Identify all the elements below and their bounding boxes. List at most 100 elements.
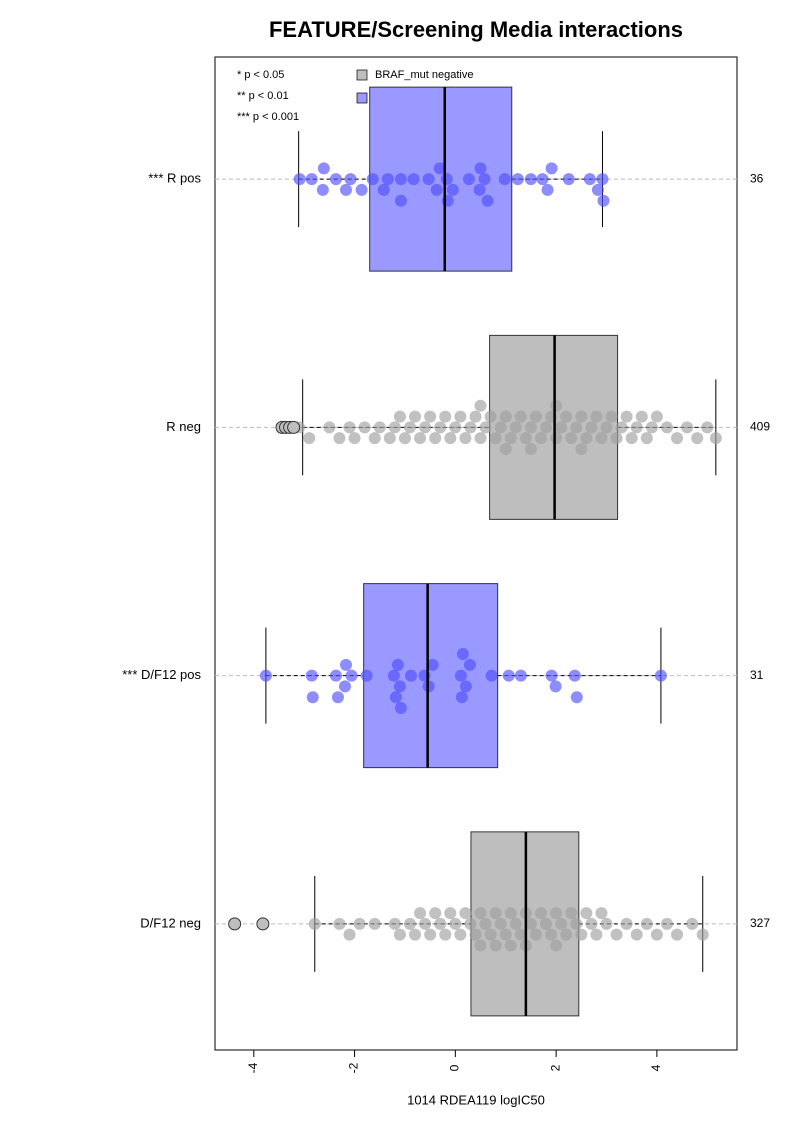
data-point: [540, 421, 553, 434]
data-point: [429, 432, 442, 445]
data-point: [358, 421, 371, 434]
data-point: [580, 907, 593, 920]
data-point: [660, 917, 673, 930]
data-point: [463, 658, 476, 671]
data-point: [550, 907, 563, 920]
data-point: [394, 194, 407, 207]
data-point: [545, 162, 558, 175]
data-point: [575, 928, 588, 941]
data-point: [660, 421, 673, 434]
data-point: [534, 907, 547, 920]
data-point: [344, 173, 357, 186]
data-point: [454, 928, 467, 941]
data-point: [605, 410, 618, 423]
data-point: [504, 939, 517, 952]
data-point: [444, 432, 457, 445]
data-point: [610, 432, 623, 445]
data-point: [686, 917, 699, 930]
data-point: [681, 421, 694, 434]
data-point: [459, 432, 472, 445]
data-point: [394, 702, 407, 715]
data-point: [545, 928, 558, 941]
data-point: [541, 183, 554, 196]
data-point: [456, 648, 469, 661]
data-point: [671, 432, 684, 445]
data-point: [590, 410, 603, 423]
data-point: [316, 183, 329, 196]
data-point: [403, 421, 416, 434]
data-point: [343, 421, 356, 434]
outlier: [228, 917, 242, 931]
data-point: [610, 928, 623, 941]
group-label: *** R pos: [148, 171, 201, 186]
data-point: [701, 421, 714, 434]
data-point: [484, 928, 497, 941]
data-point: [691, 432, 704, 445]
data-point: [479, 421, 492, 434]
data-point: [514, 669, 527, 682]
data-point: [519, 432, 532, 445]
data-point: [444, 907, 457, 920]
data-point: [368, 917, 381, 930]
data-point: [308, 917, 321, 930]
data-point: [565, 432, 578, 445]
data-point: [433, 162, 446, 175]
group-label: R neg: [166, 419, 201, 434]
data-point: [439, 928, 452, 941]
data-point: [596, 173, 609, 186]
data-point: [498, 173, 511, 186]
data-point: [323, 421, 336, 434]
data-point: [373, 421, 386, 434]
data-point: [524, 421, 537, 434]
data-point: [650, 410, 663, 423]
data-point: [565, 907, 578, 920]
data-point: [343, 928, 356, 941]
data-point: [575, 442, 588, 455]
box: [363, 583, 499, 769]
data-point: [511, 173, 524, 186]
data-point: [474, 432, 487, 445]
data-point: [439, 410, 452, 423]
data-point: [259, 669, 272, 682]
group-count: 409: [750, 420, 770, 434]
data-point: [473, 183, 486, 196]
significance-note: * p < 0.05: [237, 69, 284, 81]
data-point: [331, 691, 344, 704]
data-point: [555, 917, 568, 930]
data-point: [570, 917, 583, 930]
data-point: [645, 421, 658, 434]
data-point: [504, 432, 517, 445]
data-point: [360, 669, 373, 682]
data-point: [469, 410, 482, 423]
data-point: [509, 917, 522, 930]
data-point: [709, 432, 722, 445]
data-point: [329, 669, 342, 682]
data-point: [640, 432, 653, 445]
data-point: [514, 410, 527, 423]
data-point: [494, 421, 507, 434]
data-point: [474, 399, 487, 412]
data-point: [414, 432, 427, 445]
data-point: [422, 173, 435, 186]
data-point: [393, 410, 406, 423]
data-point: [424, 410, 437, 423]
data-point: [430, 183, 443, 196]
data-point: [575, 410, 588, 423]
data-point: [597, 194, 610, 207]
data-point: [446, 183, 459, 196]
data-point: [549, 680, 562, 693]
data-point: [540, 917, 553, 930]
plot-frame: [214, 56, 738, 1051]
data-point: [419, 917, 432, 930]
data-point: [499, 442, 512, 455]
data-point: [550, 432, 563, 445]
data-point: [545, 669, 558, 682]
data-point: [293, 173, 306, 186]
data-point: [454, 410, 467, 423]
legend-label: BRAF_mut negative: [375, 69, 473, 81]
legend-swatch: [356, 92, 368, 104]
data-point: [464, 421, 477, 434]
data-point: [560, 928, 573, 941]
data-point: [591, 183, 604, 196]
outlier: [287, 420, 301, 434]
